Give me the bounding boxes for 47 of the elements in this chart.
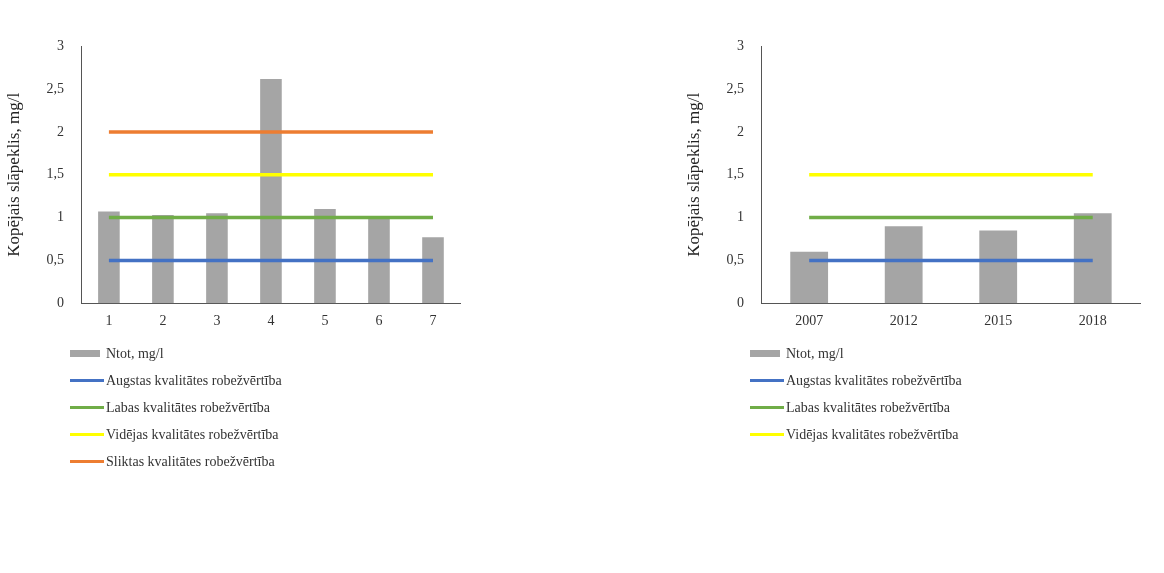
bar: [206, 213, 228, 304]
y-tick-label: 0: [736, 294, 744, 310]
y-tick-label: 1: [56, 209, 64, 225]
x-tick-label: 7: [429, 313, 437, 329]
bar: [368, 217, 390, 304]
bar: [260, 78, 282, 304]
y-tick-label: 0: [56, 294, 64, 310]
legend-label: Ntot, mg/l: [106, 345, 164, 362]
bar: [422, 237, 444, 304]
legend-label: Labas kvalitātes robežvērtība: [106, 399, 271, 416]
legend-label: Vidējas kvalitātes robežvērtība: [786, 426, 959, 443]
y-tick-label: 2: [56, 123, 64, 139]
y-tick-label: 1,5: [46, 166, 64, 182]
x-tick-label: 2: [159, 313, 167, 329]
y-axis-title: Kopējais slāpeklis, mg/l: [3, 92, 23, 257]
x-tick-label: 4: [267, 313, 275, 329]
x-tick-label: 5: [321, 313, 329, 329]
y-tick-label: 3: [56, 38, 64, 54]
y-tick-label: 3: [736, 38, 744, 54]
bar: [979, 230, 1018, 304]
x-tick-label: 3: [213, 313, 221, 329]
legend-label: Labas kvalitātes robežvērtība: [786, 399, 951, 416]
y-tick-label: 2,5: [726, 80, 744, 96]
legend-label: Augstas kvalitātes robežvērtība: [786, 372, 962, 389]
bar: [98, 211, 120, 304]
bar: [1073, 213, 1112, 304]
bar: [790, 251, 829, 304]
x-tick-label: 2018: [1078, 313, 1107, 329]
x-tick-label: 2015: [984, 313, 1013, 329]
x-tick-label: 6: [375, 313, 383, 329]
y-tick-label: 0,5: [726, 252, 744, 268]
legend-label: Sliktas kvalitātes robežvērtība: [106, 453, 275, 470]
y-tick-label: 2: [736, 123, 744, 139]
legend-label: Ntot, mg/l: [786, 345, 844, 362]
x-tick-label: 2012: [889, 313, 918, 329]
y-tick-label: 1: [736, 209, 744, 225]
y-tick-label: 1,5: [726, 166, 744, 182]
y-tick-label: 0,5: [46, 252, 64, 268]
y-tick-label: 2,5: [46, 80, 64, 96]
x-tick-label: 2007: [795, 313, 824, 329]
x-tick-label: 1: [105, 313, 113, 329]
bar: [152, 215, 174, 304]
y-axis-title: Kopējais slāpeklis, mg/l: [683, 92, 703, 257]
legend-label: Vidējas kvalitātes robežvērtība: [106, 426, 279, 443]
bar: [314, 209, 336, 304]
legend-label: Augstas kvalitātes robežvērtība: [106, 372, 282, 389]
bar: [884, 226, 923, 304]
